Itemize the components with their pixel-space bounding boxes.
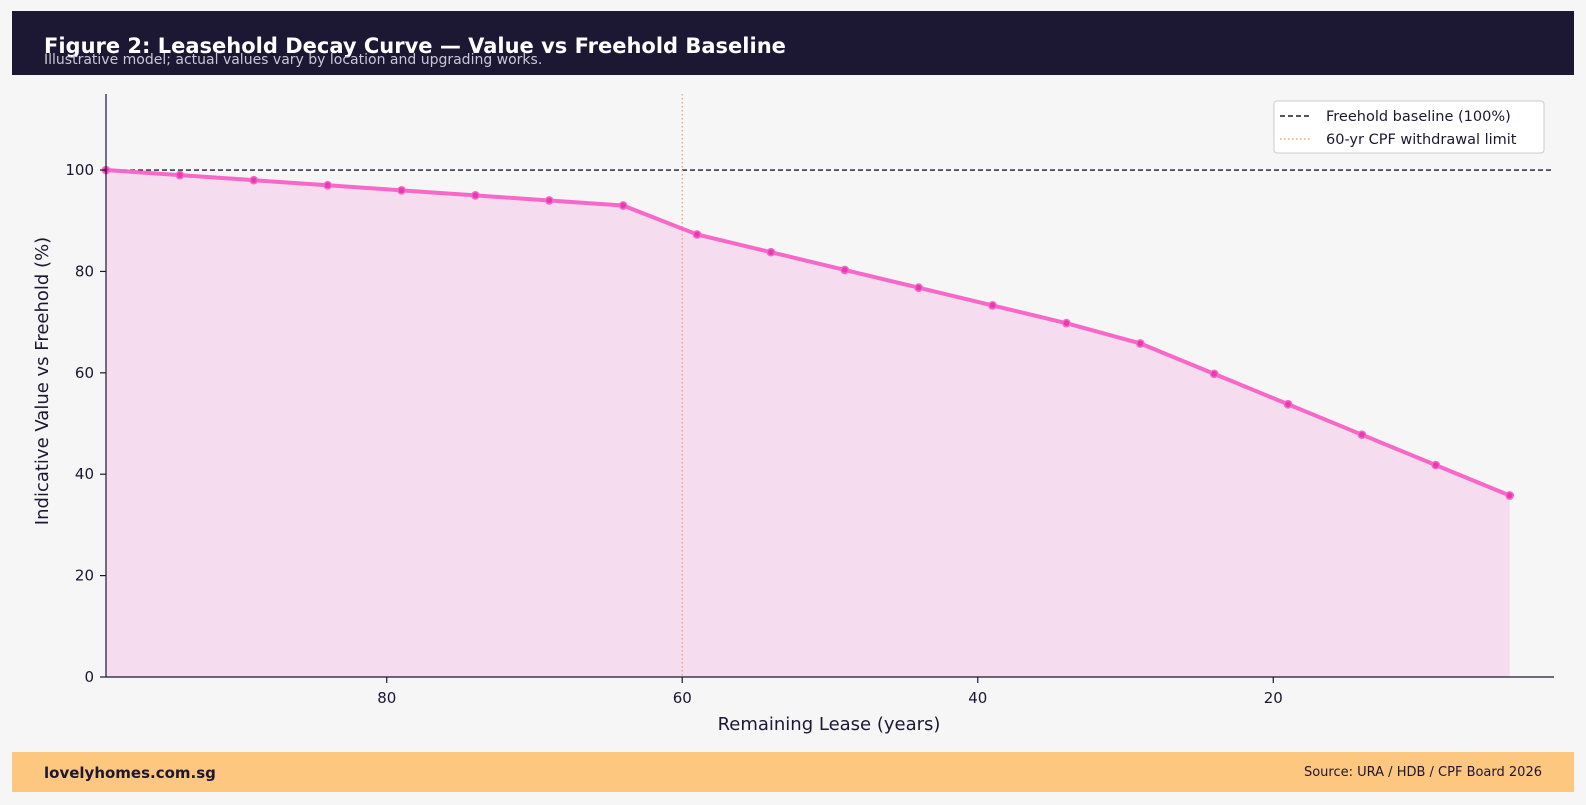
data-point: [544, 196, 554, 205]
data-point: [1283, 399, 1293, 409]
x-tick-label: 80: [377, 689, 396, 707]
y-tick-label: 40: [75, 465, 94, 483]
data-point: [692, 230, 702, 239]
figure-header: Figure 2: Leasehold Decay Curve — Value …: [12, 11, 1574, 75]
data-point: [1505, 491, 1515, 500]
value-curve: [105, 168, 1511, 498]
data-point: [1357, 430, 1367, 440]
footer-brand: lovelyhomes.com.sg: [44, 764, 216, 782]
y-tick-label: 0: [84, 668, 94, 686]
x-tick-label: 40: [968, 689, 987, 707]
y-tick-label: 20: [75, 567, 94, 585]
legend-label-cpf-limit: 60-yr CPF withdrawal limit: [1326, 132, 1517, 148]
area-fill: [106, 170, 1510, 678]
y-tick-label: 60: [75, 364, 94, 382]
data-point: [323, 180, 332, 190]
data-point: [1062, 318, 1071, 328]
data-point: [1431, 460, 1441, 470]
data-point: [471, 191, 480, 200]
x-tick-label: 20: [1264, 689, 1283, 707]
data-point: [618, 201, 628, 210]
data-point: [766, 247, 776, 257]
figure-title: Figure 2: Leasehold Decay Curve — Value …: [44, 34, 786, 58]
plot-area: 0 20 40 60 80 100 80 60 40 20: [65, 94, 1554, 707]
x-axis-label: Remaining Lease (years): [718, 714, 941, 735]
y-tick-label: 80: [75, 262, 94, 280]
data-point: [988, 301, 997, 310]
footer-source: Source: URA / HDB / CPF Board 2026: [1303, 765, 1542, 780]
y-axis-label: Indicative Value vs Freehold (%): [32, 237, 53, 525]
data-point: [1135, 339, 1145, 348]
figure-subtitle: Illustrative model; actual values vary b…: [44, 52, 543, 68]
data-point: [175, 170, 185, 180]
data-point: [840, 265, 850, 275]
legend: Freehold baseline (100%) 60-yr CPF withd…: [1273, 100, 1545, 154]
data-point: [249, 175, 259, 185]
legend-box: [1273, 100, 1545, 154]
figure-footer: lovelyhomes.com.sg Source: URA / HDB / C…: [12, 752, 1574, 792]
data-point: [914, 283, 924, 293]
x-tick-label: 60: [673, 689, 692, 707]
y-tick-label: 100: [65, 161, 94, 179]
legend-label-freehold-baseline: Freehold baseline (100%): [1326, 109, 1511, 125]
data-point: [397, 185, 406, 195]
data-point: [1209, 369, 1219, 379]
